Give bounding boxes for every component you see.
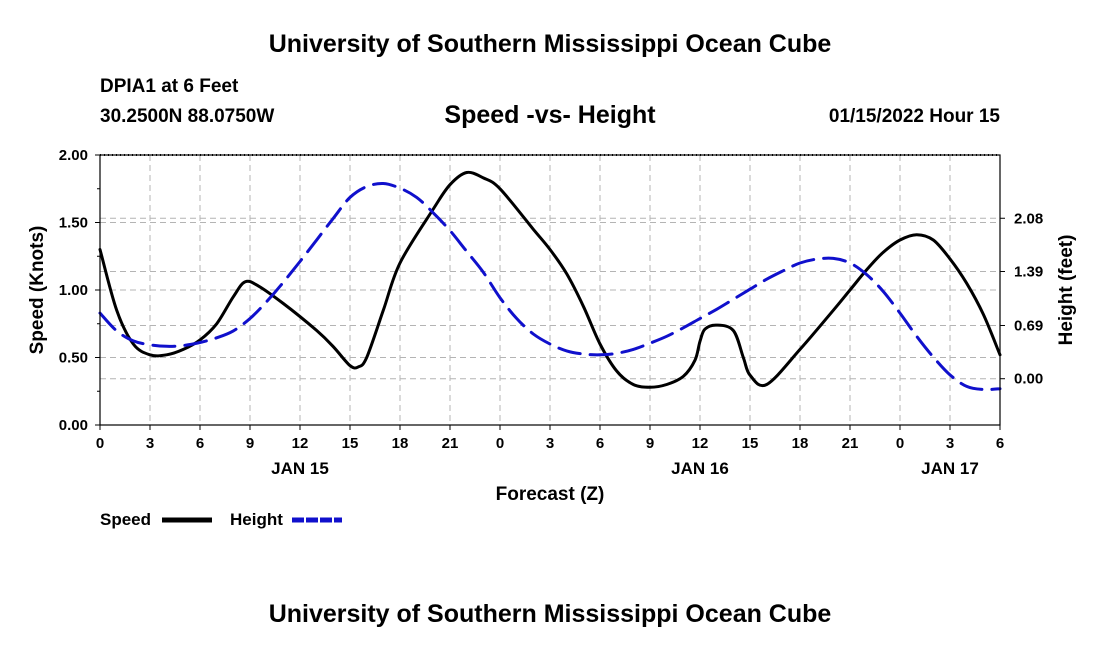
x-tick-label: 3: [946, 435, 954, 452]
station-name: DPIA1 at 6 Feet: [100, 76, 239, 97]
legend: Speed Height: [100, 510, 342, 529]
y-tick-label: 0.50: [59, 350, 88, 367]
legend-height-label: Height: [230, 510, 283, 529]
main-title: University of Southern Mississippi Ocean…: [268, 30, 832, 58]
date-label: JAN 16: [671, 459, 729, 478]
x-tick-label: 3: [146, 435, 154, 452]
y2-axis-label: Height (feet): [1056, 235, 1077, 346]
x-axis-label: Forecast (Z): [496, 484, 605, 505]
x-tick-label: 15: [342, 435, 359, 452]
x-tick-label: 3: [546, 435, 554, 452]
x-tick-label: 0: [896, 435, 904, 452]
y2-tick-label: 2.08: [1014, 210, 1043, 227]
grid-lines: [100, 155, 1000, 425]
y2-tick-label: 0.69: [1014, 317, 1043, 334]
x-tick-label: 18: [392, 435, 409, 452]
x-tick-label: 12: [692, 435, 709, 452]
series-layer: [98, 170, 1002, 392]
x-tick-label: 21: [442, 435, 459, 452]
chart-subtitle: Speed -vs- Height: [444, 101, 656, 129]
x-tick-label: 0: [96, 435, 104, 452]
legend-speed-label: Speed: [100, 510, 151, 529]
date-label: JAN 15: [271, 459, 329, 478]
y2-tick-label: 1.39: [1014, 263, 1043, 280]
speed-height-chart: 0 3 6 9 12 15 18 21 0 3 6 9 12 15 18 21 0 3 6 JAN 15 JAN 16 J…: [27, 147, 1077, 529]
x-tick-label: 18: [792, 435, 809, 452]
y-tick-label: 1.50: [59, 215, 88, 232]
axes: 0 3 6 9 12 15 18 21 0 3 6 9 12 15 18 21 0 3 6 JAN 15 JAN 16 J…: [59, 147, 1043, 478]
speed-series-line: [98, 170, 1002, 389]
x-tick-label: 6: [196, 435, 204, 452]
footer-title: University of Southern Mississippi Ocean…: [268, 600, 832, 628]
x-tick-label: 6: [996, 435, 1004, 452]
x-tick-label: 12: [292, 435, 309, 452]
station-coordinates: 30.2500N 88.0750W: [100, 106, 275, 127]
x-tick-label: 15: [742, 435, 759, 452]
forecast-datetime: 01/15/2022 Hour 15: [828, 106, 1000, 127]
y-tick-label: 2.00: [59, 147, 88, 164]
y-tick-label: 1.00: [59, 282, 88, 299]
x-tick-label: 9: [646, 435, 654, 452]
x-tick-label: 9: [246, 435, 254, 452]
x-tick-label: 6: [596, 435, 604, 452]
x-tick-label: 21: [842, 435, 859, 452]
height-series-line: [98, 181, 1002, 392]
x-tick-label: 0: [496, 435, 504, 452]
y-axis-label: Speed (Knots): [27, 226, 48, 355]
y-tick-label: 0.00: [59, 417, 88, 434]
y2-tick-label: 0.00: [1014, 371, 1043, 388]
date-label: JAN 17: [921, 459, 979, 478]
